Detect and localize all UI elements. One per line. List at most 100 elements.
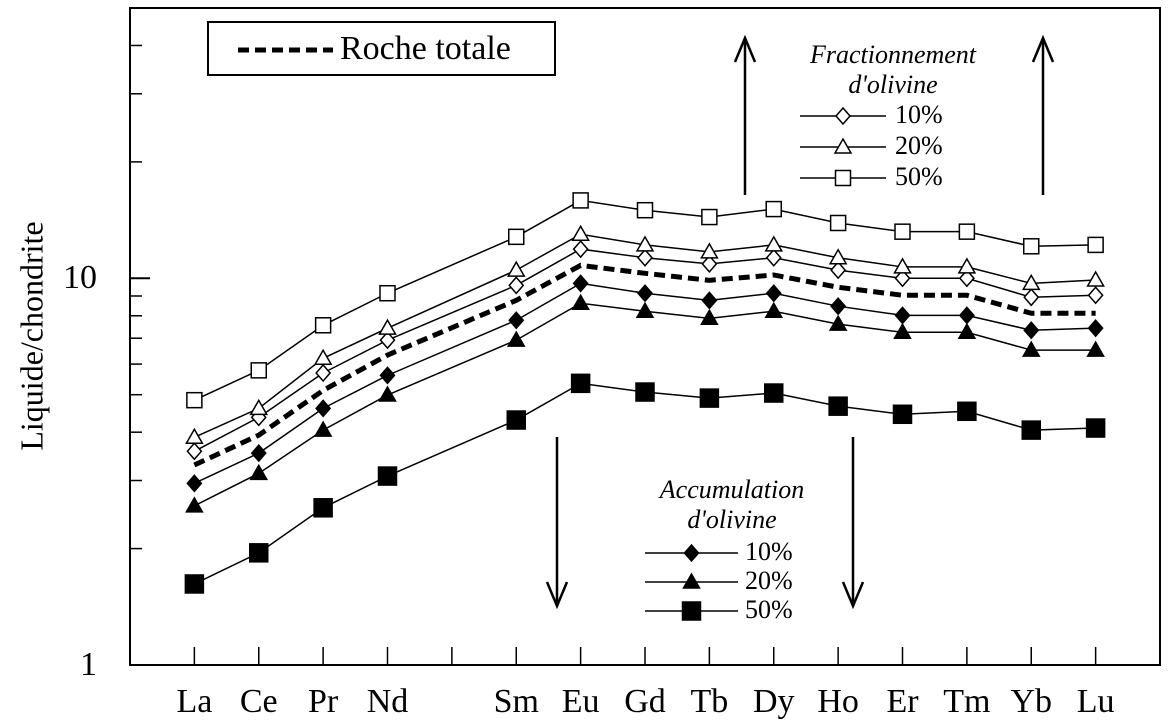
series — [193, 262, 1096, 468]
x-tick-label: Nd — [367, 683, 409, 720]
legend-title: d'olivine — [687, 505, 776, 534]
legend-label: 20% — [895, 131, 943, 160]
marker — [506, 260, 526, 277]
marker — [893, 257, 912, 274]
marker — [833, 137, 853, 154]
marker — [250, 444, 267, 463]
legend-label: 50% — [895, 162, 943, 191]
marker — [958, 269, 975, 288]
x-tick-label: Yb — [1010, 683, 1052, 720]
x-tick-label: La — [176, 683, 212, 720]
marker — [765, 200, 782, 218]
x-tick-label: Eu — [562, 683, 600, 720]
marker — [958, 306, 975, 325]
plot-frame — [129, 7, 1161, 666]
marker — [186, 442, 203, 461]
x-tick-label: Er — [886, 683, 919, 720]
legend-title: Accumulation — [658, 475, 804, 504]
marker — [186, 391, 203, 409]
marker — [892, 404, 913, 425]
marker — [637, 248, 653, 267]
marker — [636, 201, 654, 219]
marker — [249, 398, 269, 416]
marker — [185, 496, 204, 513]
marker — [764, 301, 784, 318]
x-tick-label: Ce — [240, 683, 278, 720]
x-tick-label: Lu — [1077, 683, 1115, 720]
marker — [1023, 321, 1040, 340]
series — [185, 224, 1105, 445]
marker — [570, 373, 591, 394]
marker — [834, 169, 852, 187]
marker — [571, 224, 590, 241]
marker — [378, 318, 397, 335]
marker — [377, 466, 398, 486]
marker — [830, 260, 847, 280]
series-line — [194, 233, 1096, 438]
marker — [828, 396, 848, 416]
series-line — [194, 382, 1096, 585]
marker — [1021, 420, 1041, 440]
series-line — [194, 199, 1096, 401]
marker — [957, 401, 977, 422]
series-line — [194, 248, 1096, 452]
marker — [508, 228, 525, 246]
marker — [378, 385, 397, 402]
marker — [1086, 340, 1105, 357]
marker — [700, 242, 719, 259]
marker — [637, 284, 653, 303]
marker — [315, 399, 332, 418]
marker — [572, 274, 589, 293]
series — [185, 293, 1105, 513]
marker — [765, 248, 782, 267]
marker — [635, 382, 655, 402]
series-line — [194, 302, 1096, 507]
marker — [764, 383, 784, 403]
marker — [1087, 286, 1104, 305]
legend: Roche totale — [207, 21, 556, 76]
marker — [701, 254, 718, 273]
marker — [1086, 270, 1105, 287]
marker — [572, 192, 589, 209]
marker — [682, 572, 701, 589]
marker — [635, 301, 655, 318]
series-line — [194, 282, 1096, 484]
x-tick-label: Pr — [308, 683, 339, 720]
series-line — [193, 262, 1096, 468]
marker — [1087, 319, 1104, 338]
marker — [635, 235, 655, 252]
marker — [379, 366, 396, 385]
marker — [314, 317, 332, 334]
marker — [506, 330, 526, 347]
marker — [1021, 273, 1041, 291]
x-tick-label: Sm — [494, 683, 539, 720]
series — [184, 373, 1106, 594]
marker — [571, 293, 590, 310]
marker — [701, 291, 718, 310]
marker — [835, 106, 851, 126]
y-tick-label: 1 — [80, 646, 97, 683]
marker — [250, 362, 267, 379]
x-tick-label: Ho — [817, 683, 859, 720]
marker — [1023, 238, 1040, 255]
series — [186, 192, 1104, 409]
marker — [829, 214, 847, 232]
marker — [508, 311, 525, 330]
marker — [828, 314, 848, 331]
y-tick-label: 10 — [63, 259, 97, 296]
x-tick-label: Gd — [624, 683, 666, 720]
marker — [958, 223, 976, 240]
legend-label: 10% — [745, 537, 793, 566]
marker — [313, 420, 333, 437]
marker — [699, 388, 720, 408]
marker — [506, 410, 526, 430]
marker — [701, 208, 718, 226]
marker — [1021, 340, 1041, 357]
legend-title: Fractionnement — [809, 40, 977, 69]
marker — [1087, 236, 1104, 254]
marker — [185, 427, 204, 445]
marker — [765, 284, 782, 303]
marker — [186, 474, 203, 493]
